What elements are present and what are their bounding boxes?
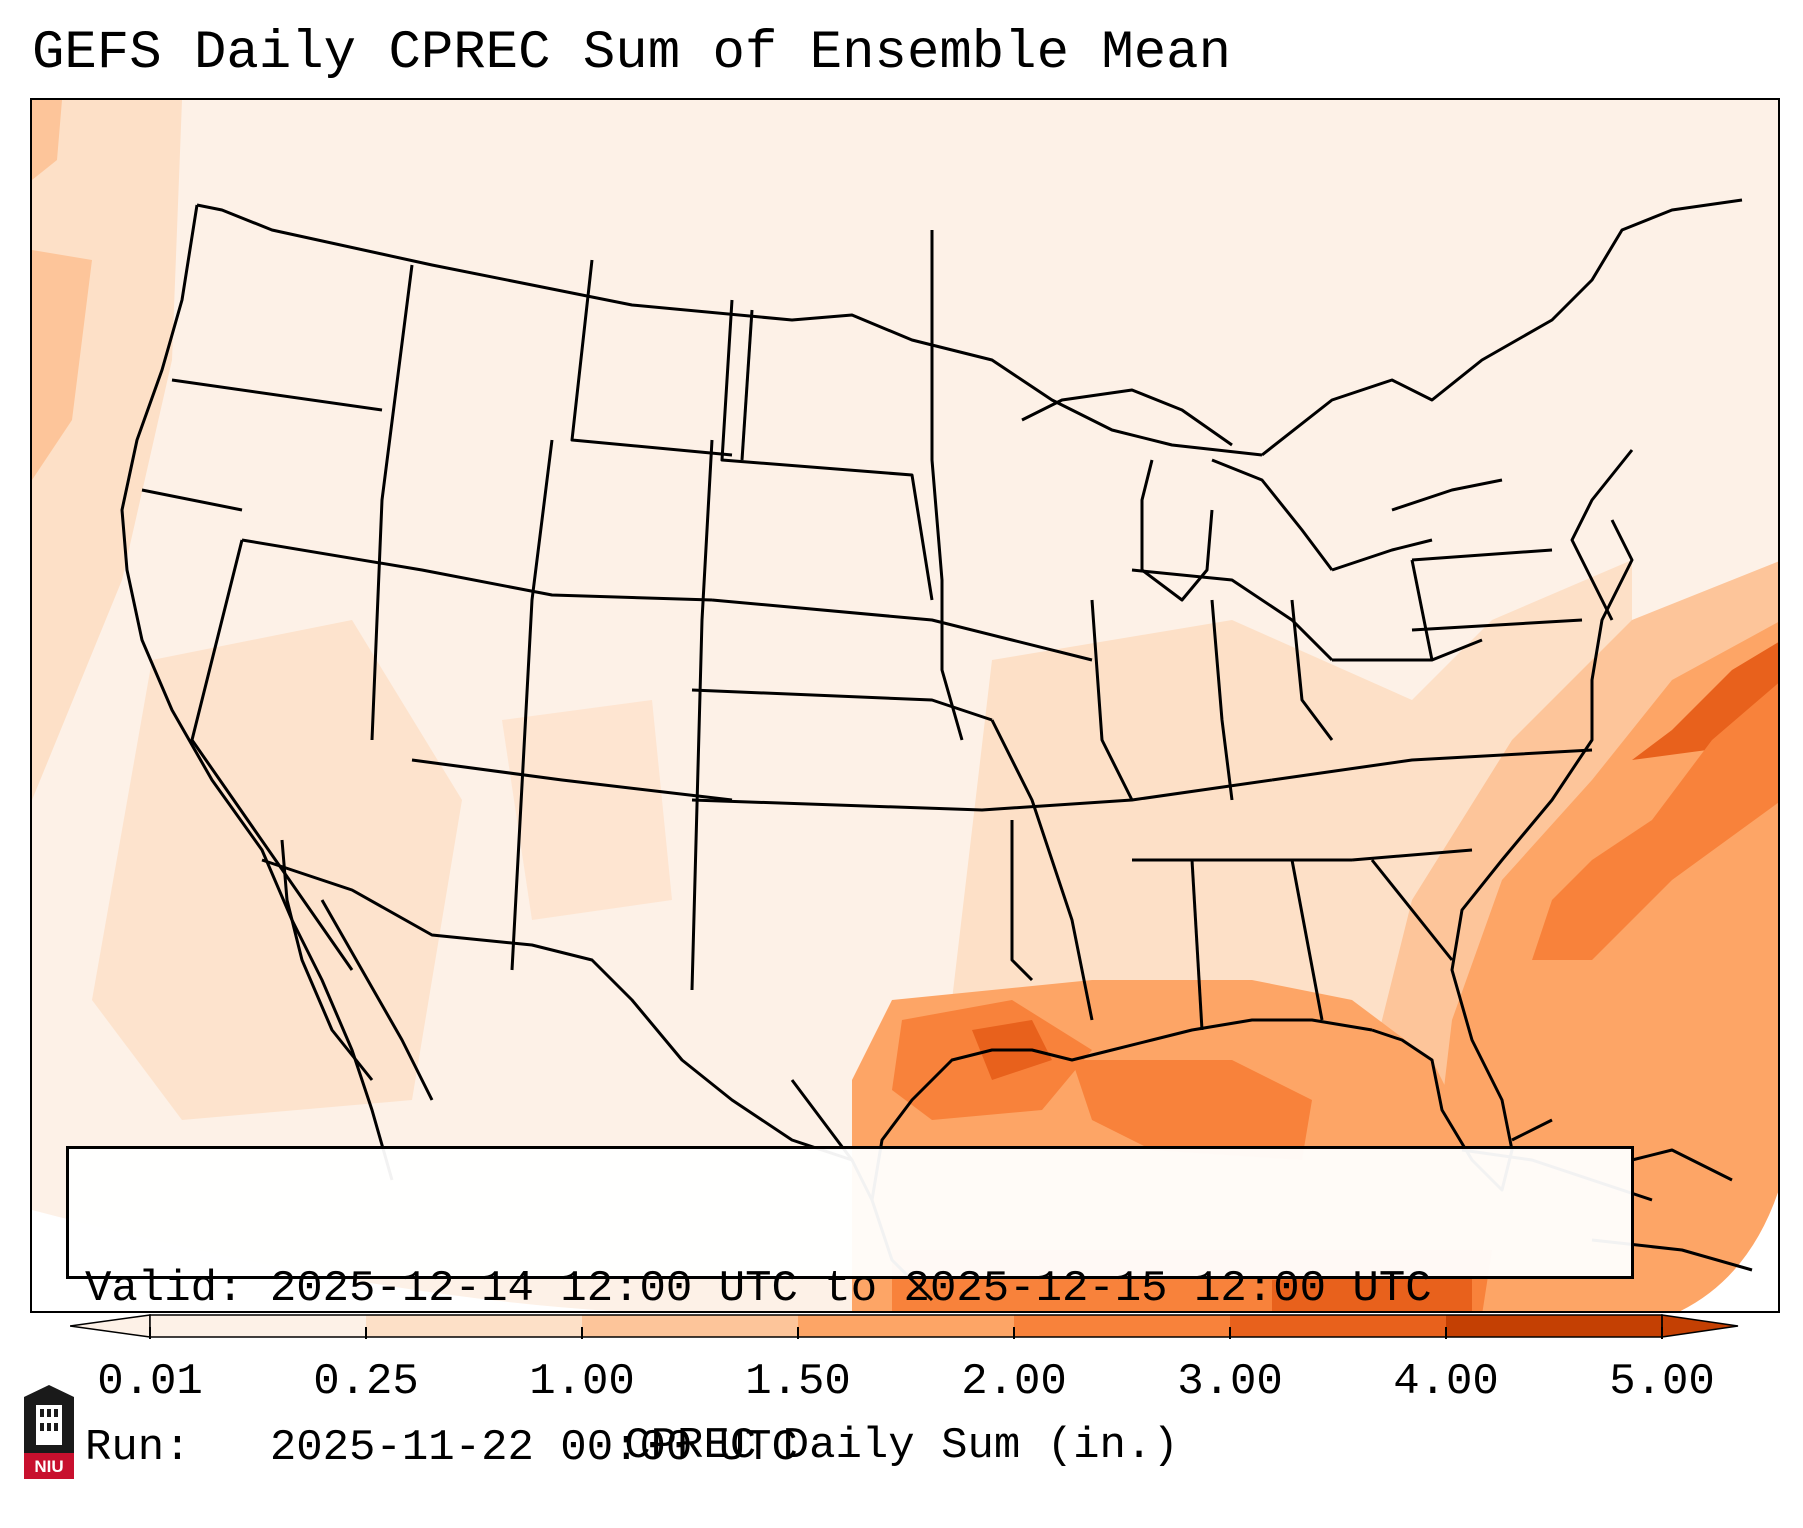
colorbar-segment: [150, 1315, 366, 1337]
colorbar-ticks: [149, 1327, 1663, 1339]
colorbar-tick-label: 1.50: [745, 1357, 851, 1407]
valid-run-info-box: Valid: 2025-12-14 12:00 UTC to 2025-12-1…: [66, 1146, 1634, 1473]
boundaries: [120, 198, 1753, 1302]
colorbar-extend-high: [1661, 1314, 1739, 1338]
niu-logo-icon: NIU: [24, 1385, 74, 1479]
colorbar-outline: [149, 1314, 1663, 1338]
colorbar-tick-label: 2.00: [961, 1357, 1067, 1407]
precip-shading: [32, 100, 1778, 1311]
colorbar-label: CPREC Daily Sum (in.): [624, 1421, 1179, 1471]
precipitation-map: [30, 98, 1780, 1313]
colorbar-segments: [70, 1314, 1739, 1338]
run-label: Run:: [85, 1423, 191, 1473]
colorbar-segment: [1014, 1315, 1230, 1337]
colorbar: [70, 1314, 1739, 1339]
colorbar-segment: [582, 1315, 798, 1337]
run-line: Run: 2025-11-22 00:00 UTC: [85, 1422, 1615, 1475]
colorbar-segment: [366, 1315, 582, 1337]
colorbar-segment: [1230, 1315, 1446, 1337]
valid-value: 2025-12-14 12:00 UTC to 2025-12-15 12:00…: [269, 1264, 1432, 1314]
colorbar-segment: [1446, 1315, 1662, 1337]
colorbar-tick-label: 0.25: [313, 1357, 419, 1407]
colorbar-tick-label: 5.00: [1609, 1357, 1715, 1407]
map-title: GEFS Daily CPREC Sum of Ensemble Mean: [32, 23, 1231, 84]
valid-line: Valid: 2025-12-14 12:00 UTC to 2025-12-1…: [85, 1263, 1615, 1316]
colorbar-tick-label: 4.00: [1393, 1357, 1499, 1407]
colorbar-tick-label: 0.01: [97, 1357, 203, 1407]
colorbar-tick-label: 1.00: [529, 1357, 635, 1407]
map-canvas: [32, 100, 1778, 1311]
colorbar-segment: [798, 1315, 1014, 1337]
run-value: 2025-11-22 00:00 UTC: [269, 1423, 798, 1473]
colorbar-tick-label: 3.00: [1177, 1357, 1283, 1407]
colorbar-extend-low: [70, 1314, 151, 1338]
valid-label: Valid:: [85, 1264, 244, 1314]
niu-logo-text: NIU: [34, 1457, 63, 1476]
